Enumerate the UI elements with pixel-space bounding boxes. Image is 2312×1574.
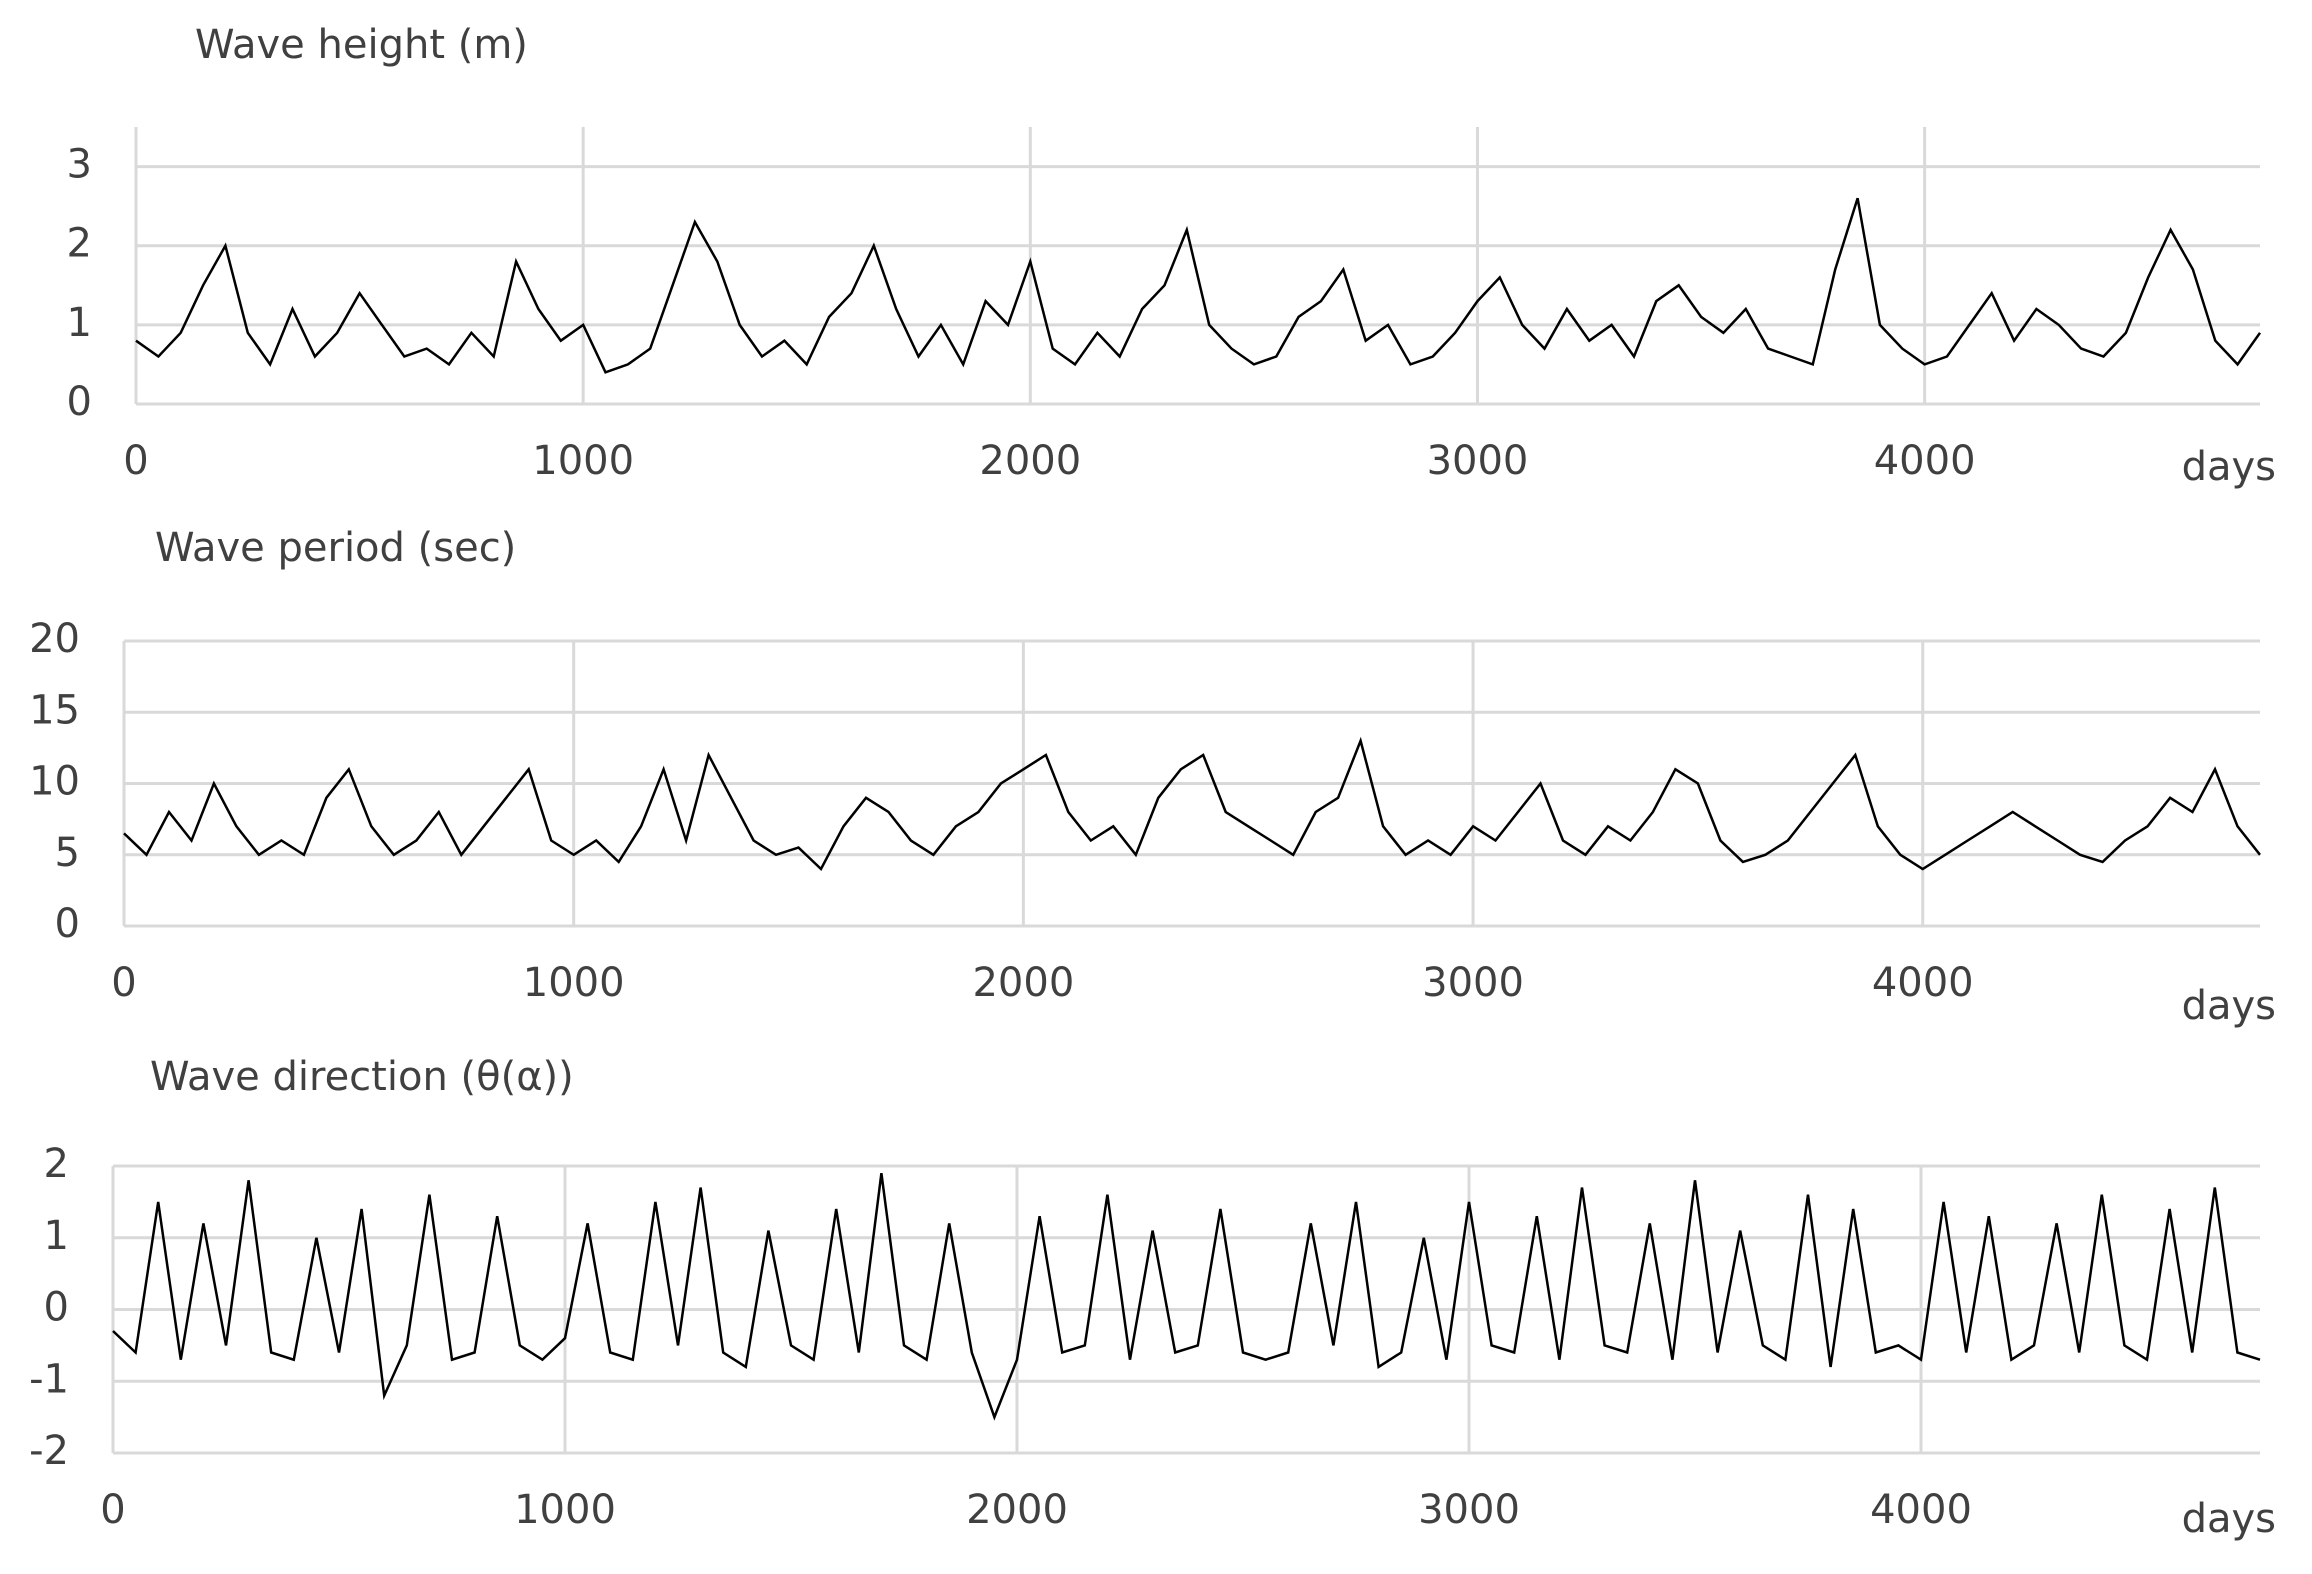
x-tick-label: 3000 <box>1418 1487 1520 1533</box>
y-tick-label: 1 <box>44 1213 69 1259</box>
x-tick-label: 0 <box>100 1487 125 1533</box>
data-line <box>112 1173 2261 1421</box>
y-tick-label: 0 <box>67 379 92 425</box>
y-tick-label: 5 <box>55 830 80 876</box>
y-tick-label: 0 <box>55 901 80 947</box>
y-tick-label: 0 <box>44 1285 69 1331</box>
x-tick-label: 1000 <box>514 1487 616 1533</box>
x-tick-label: 1000 <box>532 438 634 484</box>
x-tick-label: 2000 <box>979 438 1081 484</box>
chart-title: Wave period (sec) <box>155 525 516 571</box>
y-tick-label: 10 <box>29 759 80 805</box>
x-tick-label: 2000 <box>972 960 1074 1006</box>
chart-title: Wave direction (θ(α)) <box>150 1054 574 1100</box>
y-tick-label: 3 <box>67 142 92 188</box>
x-tick-label: 0 <box>123 438 148 484</box>
y-tick-label: 2 <box>44 1141 69 1187</box>
y-tick-label: 20 <box>29 616 80 662</box>
x-tick-label: 4000 <box>1870 1487 1972 1533</box>
x-axis-label: days <box>2182 444 2276 490</box>
y-tick-label: 15 <box>29 687 80 733</box>
data-line <box>135 197 2262 374</box>
x-tick-label: 3000 <box>1422 960 1524 1006</box>
y-tick-label: 1 <box>67 300 92 346</box>
x-tick-label: 4000 <box>1874 438 1976 484</box>
y-tick-label: 2 <box>67 221 92 267</box>
y-tick-label: -1 <box>29 1356 69 1402</box>
x-tick-label: 3000 <box>1427 438 1529 484</box>
x-tick-label: 4000 <box>1872 960 1974 1006</box>
x-tick-label: 2000 <box>966 1487 1068 1533</box>
y-tick-label: -2 <box>29 1428 69 1474</box>
x-tick-label: 0 <box>111 960 136 1006</box>
x-axis-label: days <box>2182 983 2276 1029</box>
x-tick-label: 1000 <box>523 960 625 1006</box>
data-line <box>123 736 2261 872</box>
chart-title: Wave height (m) <box>195 22 528 68</box>
x-axis-label: days <box>2182 1496 2276 1542</box>
